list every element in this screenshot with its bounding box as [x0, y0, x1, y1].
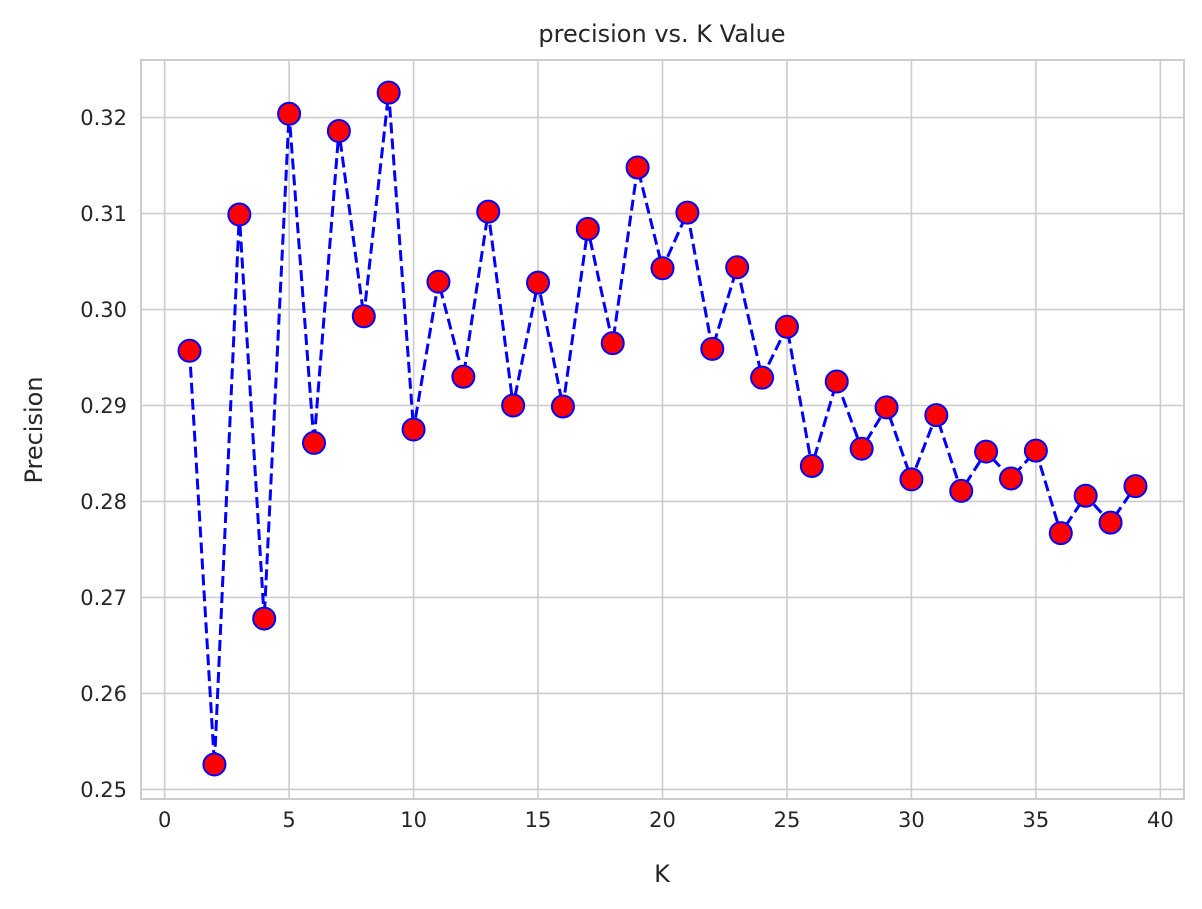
data-point — [277, 101, 302, 126]
data-point — [202, 752, 227, 777]
x-tick-label: 0 — [158, 808, 171, 832]
data-point — [774, 314, 799, 339]
data-point — [326, 119, 351, 144]
y-tick-label: 0.32 — [80, 106, 127, 130]
data-point — [227, 202, 252, 227]
data-point — [1073, 483, 1098, 508]
y-tick-label: 0.26 — [80, 682, 127, 706]
data-point — [401, 417, 426, 442]
tick-layer: 0 5 10 15 20 25 30 35 40 0.25 0.26 0.27 0.28 0.29 0.30… — [80, 106, 1173, 832]
plot-frame — [140, 59, 1185, 800]
data-point — [1098, 510, 1123, 535]
data-point — [874, 395, 899, 420]
x-axis-label: K — [654, 860, 671, 888]
data-point — [725, 255, 750, 280]
data-point — [476, 199, 501, 224]
data-point — [799, 453, 824, 478]
data-point — [376, 80, 401, 105]
data-point — [899, 467, 924, 492]
data-point — [1123, 474, 1148, 499]
data-point — [451, 364, 476, 389]
data-point — [998, 466, 1023, 491]
data-point — [575, 216, 600, 241]
x-tick-label: 15 — [525, 808, 552, 832]
y-tick-label: 0.25 — [80, 778, 127, 802]
data-point — [526, 270, 551, 295]
chart-title: precision vs. K Value — [538, 20, 785, 48]
data-point — [426, 269, 451, 294]
data-point — [924, 403, 949, 428]
data-point — [1023, 438, 1048, 463]
y-tick-label: 0.30 — [80, 298, 127, 322]
data-point — [974, 439, 999, 464]
x-tick-label: 25 — [774, 808, 801, 832]
x-tick-label: 20 — [649, 808, 676, 832]
data-point — [849, 436, 874, 461]
data-point — [675, 200, 700, 225]
data-point — [1048, 521, 1073, 546]
data-point — [600, 331, 625, 356]
y-tick-label: 0.27 — [80, 586, 127, 610]
x-tick-label: 40 — [1147, 808, 1174, 832]
data-point — [501, 393, 526, 418]
data-point — [351, 304, 376, 329]
x-tick-label: 30 — [898, 808, 925, 832]
x-tick-label: 35 — [1023, 808, 1050, 832]
series-layer — [177, 80, 1148, 777]
x-tick-label: 10 — [400, 808, 427, 832]
y-tick-label: 0.28 — [80, 490, 127, 514]
grid-layer — [141, 60, 1184, 799]
data-point — [550, 394, 575, 419]
x-tick-label: 5 — [282, 808, 295, 832]
data-point — [650, 256, 675, 281]
y-axis-label: Precision — [20, 376, 48, 483]
data-point — [302, 430, 327, 455]
y-tick-label: 0.29 — [80, 394, 127, 418]
data-point — [177, 338, 202, 363]
y-tick-label: 0.31 — [80, 202, 127, 226]
data-point — [949, 478, 974, 503]
data-point — [700, 336, 725, 361]
data-point — [252, 606, 277, 631]
data-point — [824, 369, 849, 394]
data-point — [750, 365, 775, 390]
data-point — [625, 155, 650, 180]
